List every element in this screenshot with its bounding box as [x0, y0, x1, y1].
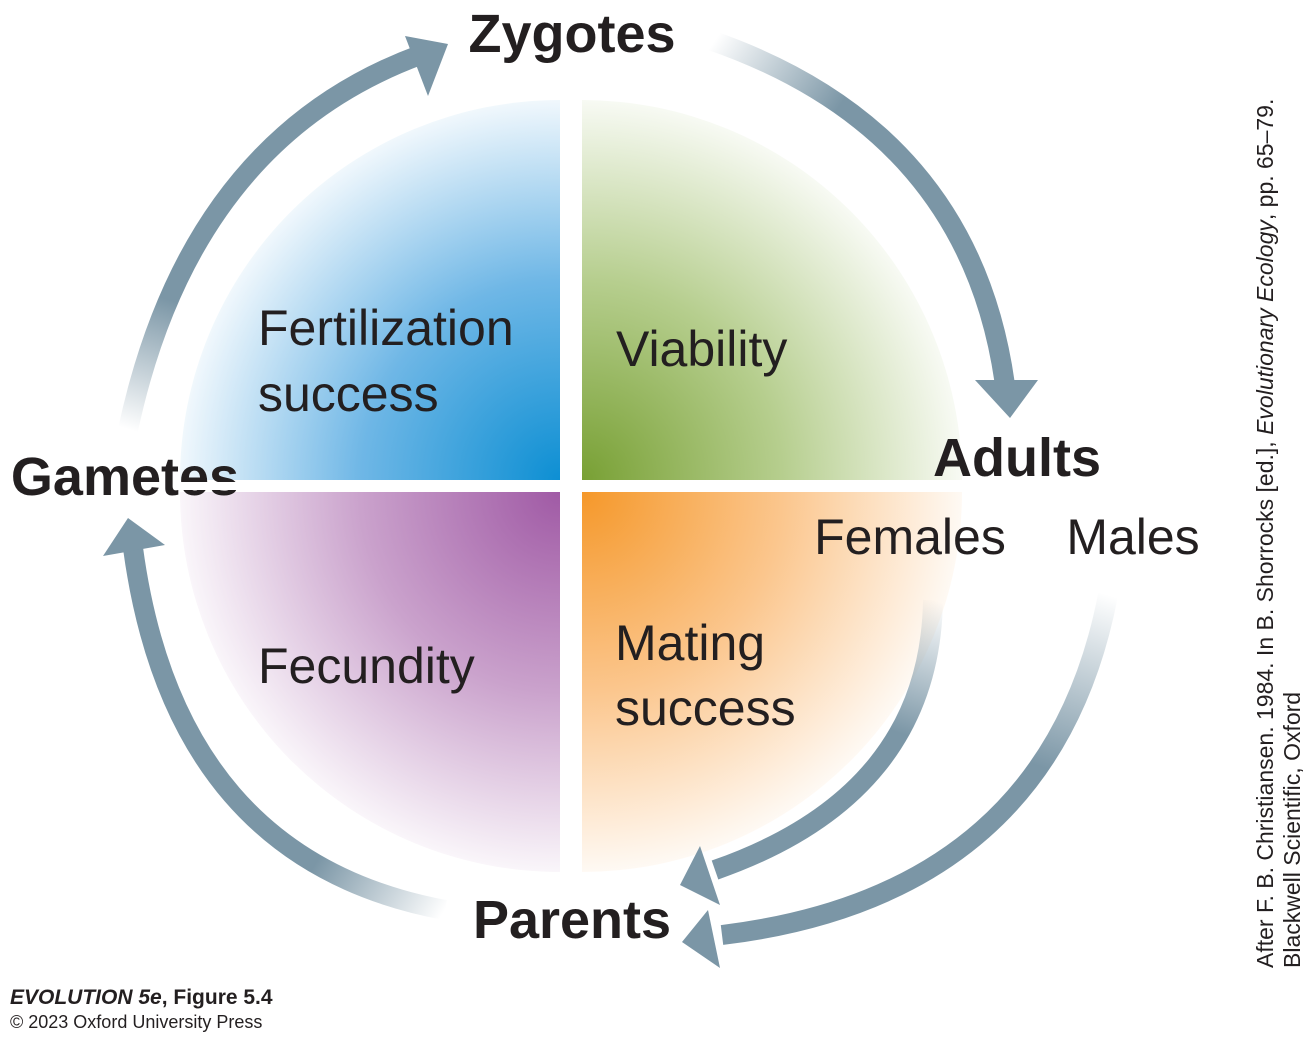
fertilization-label-line1: Fertilization — [258, 300, 514, 356]
males-to-parents-arrow — [720, 593, 1118, 945]
males-label: Males — [1066, 509, 1199, 565]
adults-label: Adults — [933, 428, 1101, 488]
parents-to-gametes-arrowhead — [103, 518, 165, 556]
fertilization-quadrant — [180, 100, 560, 480]
fecundity-label: Fecundity — [258, 638, 475, 694]
fertilization-label-line2: success — [258, 366, 439, 422]
zygotes-label: Zygotes — [468, 4, 675, 64]
attribution-journal: Evolutionary Ecology — [1252, 220, 1278, 435]
viability-label: Viability — [616, 321, 787, 377]
zygotes-to-adults-arrow — [706, 30, 1015, 387]
quadrants — [180, 100, 962, 872]
source-attribution: After F. B. Christiansen. 1984. In B. Sh… — [1252, 48, 1306, 968]
attribution-pages: , pp. 65–79. — [1252, 98, 1278, 221]
book-title: EVOLUTION 5e — [10, 986, 162, 1009]
figure-credit: EVOLUTION 5e, Figure 5.4 — [10, 986, 273, 1010]
attribution-line2: Blackwell Scientific, Oxford — [1279, 691, 1305, 968]
gametes-to-zygotes-arrow — [118, 45, 424, 433]
horizontal-divider — [175, 482, 965, 490]
viability-quadrant — [582, 100, 962, 480]
gametes-label: Gametes — [11, 447, 239, 507]
females-label: Females — [814, 509, 1006, 565]
gametes-to-zygotes-arrowhead — [405, 36, 448, 96]
females-to-parents-arrow — [711, 599, 943, 880]
attribution-line1: After F. B. Christiansen. 1984. In B. Sh… — [1252, 48, 1279, 968]
mating-label-line2: success — [615, 680, 796, 736]
parents-to-gametes-arrow — [123, 546, 447, 920]
mating-label-line1: Mating — [615, 615, 765, 671]
copyright-notice: © 2023 Oxford University Press — [10, 1012, 263, 1032]
mating-quadrant — [582, 492, 962, 872]
fecundity-quadrant — [180, 492, 560, 872]
females-to-parents-arrowhead — [680, 846, 720, 905]
parents-label: Parents — [473, 890, 671, 950]
figure-number: , Figure 5.4 — [161, 986, 273, 1009]
attribution-text: After F. B. Christiansen. 1984. In B. Sh… — [1252, 434, 1278, 968]
males-to-parents-arrowhead — [682, 910, 720, 968]
zygotes-to-adults-arrowhead — [975, 380, 1038, 418]
cycle-arrows — [103, 30, 1118, 968]
